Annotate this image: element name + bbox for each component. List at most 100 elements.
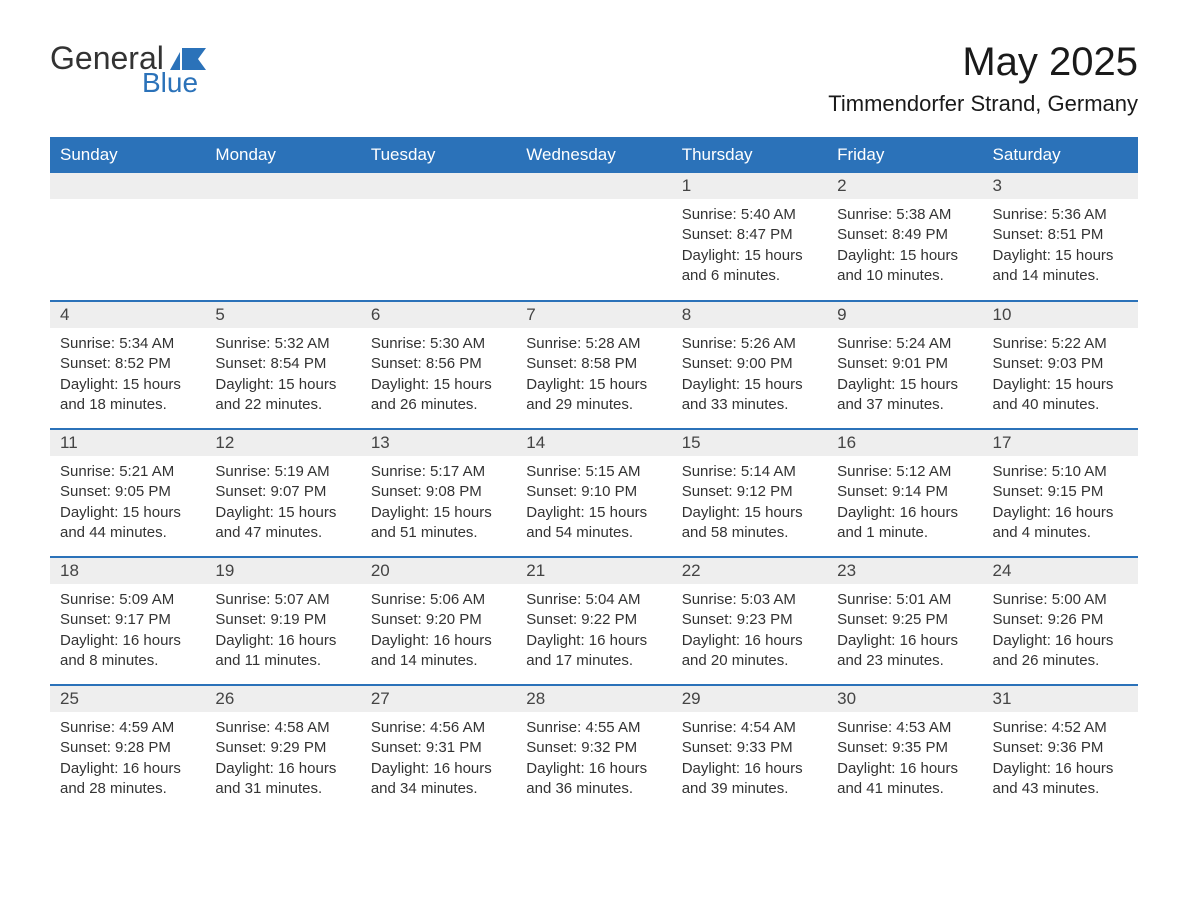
daylight-text: Daylight: 16 hours and 8 minutes.	[60, 631, 195, 672]
logo: General Blue	[50, 40, 206, 99]
sunrise-text: Sunrise: 5:34 AM	[60, 334, 195, 354]
month-title: May 2025	[828, 40, 1138, 85]
day-number-empty	[205, 173, 360, 199]
day-number: 18	[50, 558, 205, 584]
day-details: Sunrise: 5:36 AMSunset: 8:51 PMDaylight:…	[983, 199, 1138, 290]
logo-text-blue: Blue	[142, 67, 198, 99]
day-details: Sunrise: 5:38 AMSunset: 8:49 PMDaylight:…	[827, 199, 982, 290]
day-number: 22	[672, 558, 827, 584]
sunrise-text: Sunrise: 5:10 AM	[993, 462, 1128, 482]
daylight-text: Daylight: 15 hours and 44 minutes.	[60, 503, 195, 544]
calendar-week-row: 18Sunrise: 5:09 AMSunset: 9:17 PMDayligh…	[50, 557, 1138, 685]
sunrise-text: Sunrise: 5:19 AM	[215, 462, 350, 482]
calendar-day-cell: 31Sunrise: 4:52 AMSunset: 9:36 PMDayligh…	[983, 685, 1138, 813]
day-details: Sunrise: 5:32 AMSunset: 8:54 PMDaylight:…	[205, 328, 360, 419]
day-number: 13	[361, 430, 516, 456]
day-number: 9	[827, 302, 982, 328]
day-details: Sunrise: 5:21 AMSunset: 9:05 PMDaylight:…	[50, 456, 205, 547]
sunset-text: Sunset: 8:52 PM	[60, 354, 195, 374]
sunrise-text: Sunrise: 5:28 AM	[526, 334, 661, 354]
day-number: 24	[983, 558, 1138, 584]
day-details: Sunrise: 5:10 AMSunset: 9:15 PMDaylight:…	[983, 456, 1138, 547]
sunset-text: Sunset: 9:33 PM	[682, 738, 817, 758]
sunset-text: Sunset: 9:08 PM	[371, 482, 506, 502]
day-details: Sunrise: 5:00 AMSunset: 9:26 PMDaylight:…	[983, 584, 1138, 675]
calendar-day-cell: 5Sunrise: 5:32 AMSunset: 8:54 PMDaylight…	[205, 301, 360, 429]
weekday-header-row: SundayMondayTuesdayWednesdayThursdayFrid…	[50, 137, 1138, 173]
day-details: Sunrise: 4:53 AMSunset: 9:35 PMDaylight:…	[827, 712, 982, 803]
calendar-day-cell: 1Sunrise: 5:40 AMSunset: 8:47 PMDaylight…	[672, 173, 827, 301]
day-number: 19	[205, 558, 360, 584]
sunset-text: Sunset: 9:23 PM	[682, 610, 817, 630]
calendar-day-cell: 18Sunrise: 5:09 AMSunset: 9:17 PMDayligh…	[50, 557, 205, 685]
day-number: 5	[205, 302, 360, 328]
day-details: Sunrise: 5:17 AMSunset: 9:08 PMDaylight:…	[361, 456, 516, 547]
sunset-text: Sunset: 9:19 PM	[215, 610, 350, 630]
day-details: Sunrise: 5:03 AMSunset: 9:23 PMDaylight:…	[672, 584, 827, 675]
sunrise-text: Sunrise: 5:03 AM	[682, 590, 817, 610]
calendar-day-cell: 7Sunrise: 5:28 AMSunset: 8:58 PMDaylight…	[516, 301, 671, 429]
sunset-text: Sunset: 9:25 PM	[837, 610, 972, 630]
day-details: Sunrise: 5:22 AMSunset: 9:03 PMDaylight:…	[983, 328, 1138, 419]
day-details: Sunrise: 5:40 AMSunset: 8:47 PMDaylight:…	[672, 199, 827, 290]
sunrise-text: Sunrise: 4:59 AM	[60, 718, 195, 738]
day-details: Sunrise: 5:06 AMSunset: 9:20 PMDaylight:…	[361, 584, 516, 675]
title-block: May 2025 Timmendorfer Strand, Germany	[828, 40, 1138, 117]
day-details: Sunrise: 4:58 AMSunset: 9:29 PMDaylight:…	[205, 712, 360, 803]
daylight-text: Daylight: 16 hours and 23 minutes.	[837, 631, 972, 672]
day-details: Sunrise: 4:55 AMSunset: 9:32 PMDaylight:…	[516, 712, 671, 803]
daylight-text: Daylight: 15 hours and 33 minutes.	[682, 375, 817, 416]
sunset-text: Sunset: 9:12 PM	[682, 482, 817, 502]
day-number: 31	[983, 686, 1138, 712]
weekday-header: Tuesday	[361, 137, 516, 173]
day-number: 3	[983, 173, 1138, 199]
calendar-day-cell: 28Sunrise: 4:55 AMSunset: 9:32 PMDayligh…	[516, 685, 671, 813]
sunrise-text: Sunrise: 5:14 AM	[682, 462, 817, 482]
sunrise-text: Sunrise: 5:15 AM	[526, 462, 661, 482]
day-number: 23	[827, 558, 982, 584]
sunrise-text: Sunrise: 5:09 AM	[60, 590, 195, 610]
calendar-day-cell: 15Sunrise: 5:14 AMSunset: 9:12 PMDayligh…	[672, 429, 827, 557]
day-details: Sunrise: 5:01 AMSunset: 9:25 PMDaylight:…	[827, 584, 982, 675]
day-number: 20	[361, 558, 516, 584]
sunrise-text: Sunrise: 5:22 AM	[993, 334, 1128, 354]
sunset-text: Sunset: 9:14 PM	[837, 482, 972, 502]
weekday-header: Friday	[827, 137, 982, 173]
day-details: Sunrise: 4:56 AMSunset: 9:31 PMDaylight:…	[361, 712, 516, 803]
weekday-header: Monday	[205, 137, 360, 173]
sunrise-text: Sunrise: 5:40 AM	[682, 205, 817, 225]
calendar-day-cell: 3Sunrise: 5:36 AMSunset: 8:51 PMDaylight…	[983, 173, 1138, 301]
sunset-text: Sunset: 9:20 PM	[371, 610, 506, 630]
sunrise-text: Sunrise: 5:24 AM	[837, 334, 972, 354]
calendar-day-cell: 9Sunrise: 5:24 AMSunset: 9:01 PMDaylight…	[827, 301, 982, 429]
daylight-text: Daylight: 16 hours and 41 minutes.	[837, 759, 972, 800]
calendar-day-cell: 25Sunrise: 4:59 AMSunset: 9:28 PMDayligh…	[50, 685, 205, 813]
day-number: 29	[672, 686, 827, 712]
daylight-text: Daylight: 16 hours and 20 minutes.	[682, 631, 817, 672]
daylight-text: Daylight: 15 hours and 40 minutes.	[993, 375, 1128, 416]
weekday-header: Thursday	[672, 137, 827, 173]
sunset-text: Sunset: 9:28 PM	[60, 738, 195, 758]
calendar-day-cell: 11Sunrise: 5:21 AMSunset: 9:05 PMDayligh…	[50, 429, 205, 557]
day-details: Sunrise: 5:07 AMSunset: 9:19 PMDaylight:…	[205, 584, 360, 675]
calendar-day-cell: 17Sunrise: 5:10 AMSunset: 9:15 PMDayligh…	[983, 429, 1138, 557]
calendar-week-row: 1Sunrise: 5:40 AMSunset: 8:47 PMDaylight…	[50, 173, 1138, 301]
daylight-text: Daylight: 15 hours and 29 minutes.	[526, 375, 661, 416]
day-details: Sunrise: 4:52 AMSunset: 9:36 PMDaylight:…	[983, 712, 1138, 803]
day-number: 26	[205, 686, 360, 712]
day-details: Sunrise: 5:09 AMSunset: 9:17 PMDaylight:…	[50, 584, 205, 675]
daylight-text: Daylight: 16 hours and 17 minutes.	[526, 631, 661, 672]
calendar-day-cell	[516, 173, 671, 301]
day-number-empty	[361, 173, 516, 199]
day-details: Sunrise: 5:19 AMSunset: 9:07 PMDaylight:…	[205, 456, 360, 547]
calendar-day-cell: 12Sunrise: 5:19 AMSunset: 9:07 PMDayligh…	[205, 429, 360, 557]
sunset-text: Sunset: 8:47 PM	[682, 225, 817, 245]
sunset-text: Sunset: 9:03 PM	[993, 354, 1128, 374]
daylight-text: Daylight: 15 hours and 51 minutes.	[371, 503, 506, 544]
sunset-text: Sunset: 8:49 PM	[837, 225, 972, 245]
calendar-day-cell: 20Sunrise: 5:06 AMSunset: 9:20 PMDayligh…	[361, 557, 516, 685]
sunrise-text: Sunrise: 5:00 AM	[993, 590, 1128, 610]
sunset-text: Sunset: 9:31 PM	[371, 738, 506, 758]
sunrise-text: Sunrise: 5:07 AM	[215, 590, 350, 610]
day-number: 2	[827, 173, 982, 199]
